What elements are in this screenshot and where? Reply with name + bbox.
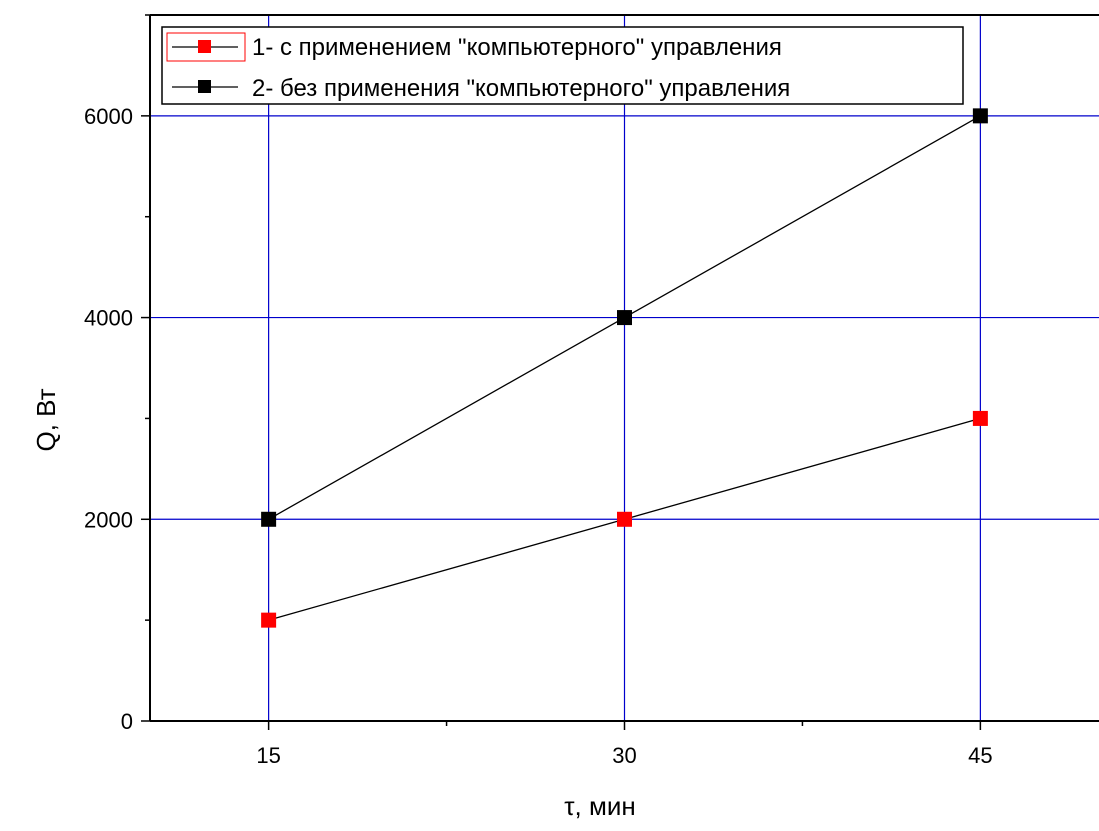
series-2-point-45 — [972, 108, 988, 124]
series-1-point-45 — [972, 410, 988, 426]
legend-box — [161, 26, 964, 105]
legend: 1- с применением "компьютерного" управле… — [161, 26, 964, 105]
x-tick-label-45: 45 — [968, 743, 992, 768]
y-axis-title: Q, Вт — [31, 388, 61, 451]
series-2-point-30 — [617, 310, 632, 326]
legend-entry-2: 2- без применения "компьютерного" управл… — [172, 75, 790, 102]
series-1-point-30 — [617, 511, 632, 527]
legend-series-2-label: 2- без применения "компьютерного" управл… — [252, 75, 790, 102]
y-tick-label-4000: 4000 — [84, 306, 133, 331]
y-tick-label-6000: 6000 — [84, 104, 133, 129]
tick-labels: 15 30 45 0 2000 4000 6000 — [84, 104, 993, 768]
series-1-point-15 — [261, 612, 277, 628]
legend-series-1-marker — [198, 40, 211, 53]
y-tick-label-2000: 2000 — [84, 507, 133, 532]
axes — [141, 14, 1099, 730]
series-2-point-15 — [261, 511, 277, 527]
grid — [150, 15, 1099, 721]
x-tick-label-15: 15 — [256, 743, 280, 768]
series-area — [261, 108, 988, 628]
x-axis-title: τ, мин — [564, 791, 635, 821]
legend-entry-1: 1- с применением "компьютерного" управле… — [166, 32, 782, 62]
legend-series-2-marker — [198, 80, 211, 93]
y-tick-label-0: 0 — [121, 709, 133, 734]
legend-series-1-label: 1- с применением "компьютерного" управле… — [252, 34, 782, 61]
legend-item-1-highlight — [166, 32, 246, 62]
x-tick-label-30: 30 — [612, 743, 636, 768]
